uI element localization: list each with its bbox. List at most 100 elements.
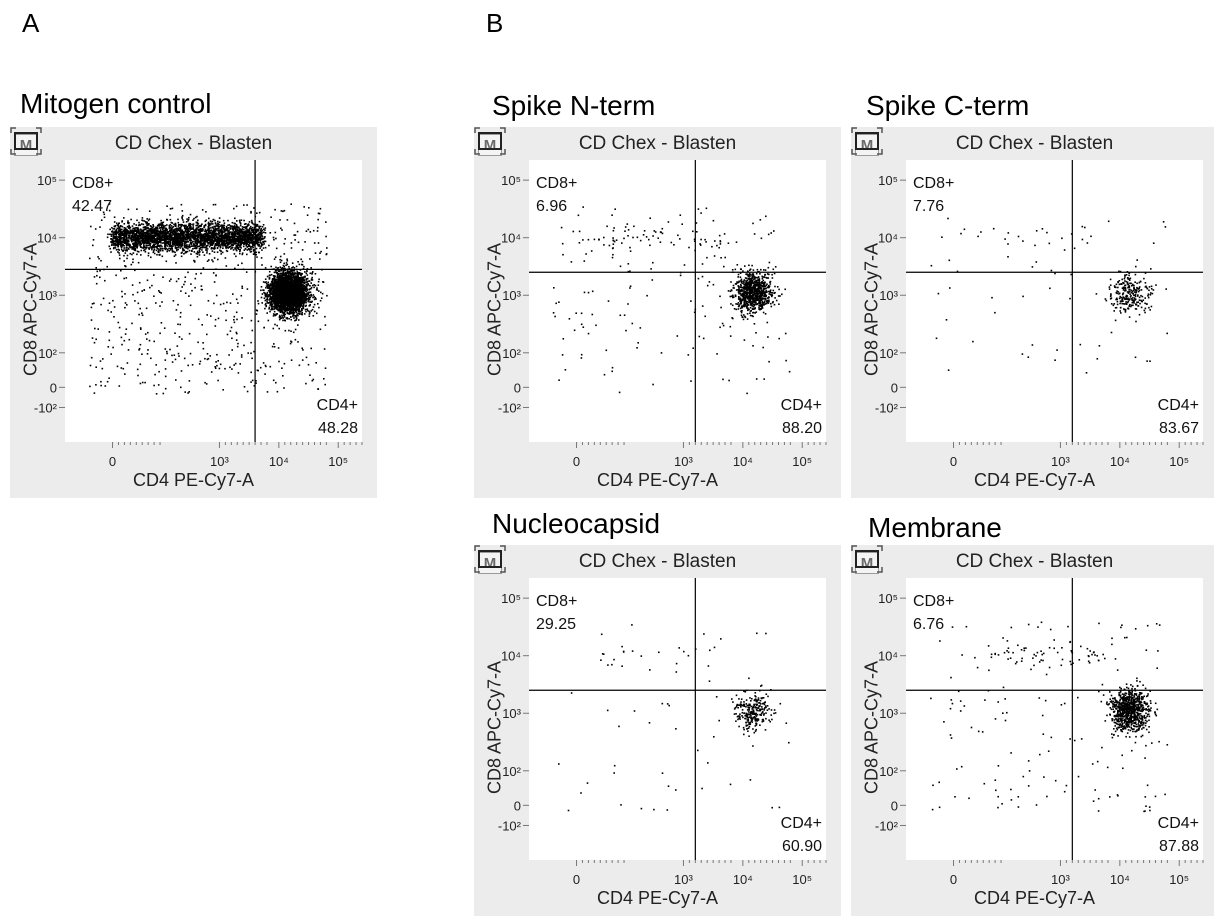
data-point — [261, 302, 263, 304]
data-point — [306, 273, 308, 275]
data-point — [138, 222, 140, 224]
data-point — [300, 298, 302, 300]
data-point — [265, 232, 267, 234]
data-point — [274, 315, 276, 317]
data-point — [146, 225, 148, 227]
data-point — [276, 313, 278, 315]
data-point — [283, 315, 285, 317]
data-point — [289, 305, 291, 307]
data-point — [277, 280, 279, 282]
data-point — [109, 248, 111, 250]
data-point — [181, 252, 183, 254]
data-point — [303, 266, 305, 268]
data-point — [269, 311, 271, 313]
data-point — [316, 287, 318, 289]
data-point — [127, 226, 129, 228]
data-point — [285, 289, 287, 291]
data-point — [298, 308, 300, 310]
data-point — [282, 306, 284, 308]
data-point — [230, 231, 232, 233]
data-point — [125, 252, 127, 254]
data-point — [191, 224, 193, 226]
data-point — [140, 246, 142, 248]
data-point — [317, 303, 319, 305]
data-point — [239, 253, 241, 255]
data-point — [310, 310, 312, 312]
data-point — [196, 253, 198, 255]
data-point — [284, 291, 286, 293]
data-point — [251, 228, 253, 230]
data-point — [295, 289, 297, 291]
data-point — [321, 297, 323, 299]
panel-label-a: A — [22, 8, 39, 39]
plot-title-spike-n-term: Spike N-term — [492, 90, 655, 122]
data-point — [275, 270, 277, 272]
data-point — [308, 280, 310, 282]
data-point — [304, 288, 306, 290]
data-point — [299, 287, 301, 289]
x-tick-label: 10³ — [210, 454, 229, 469]
data-point — [283, 272, 285, 274]
data-point — [313, 315, 315, 317]
data-point — [207, 226, 209, 228]
data-point — [271, 274, 273, 276]
data-point — [304, 313, 306, 315]
data-point — [288, 271, 290, 273]
data-point — [274, 291, 276, 293]
data-point — [295, 315, 297, 317]
data-point — [264, 293, 266, 295]
data-point — [287, 299, 289, 301]
data-point — [277, 309, 279, 311]
data-point — [272, 296, 274, 298]
data-point — [287, 291, 289, 293]
data-point — [279, 285, 281, 287]
data-point — [117, 236, 119, 238]
data-point — [287, 301, 289, 303]
data-point — [315, 273, 317, 275]
data-point — [280, 289, 282, 291]
data-point — [296, 286, 298, 288]
data-point — [257, 224, 259, 226]
data-point — [265, 296, 267, 298]
data-point — [189, 250, 191, 252]
data-point — [283, 263, 285, 265]
data-point — [283, 274, 285, 276]
data-point — [279, 294, 281, 296]
data-point — [235, 256, 237, 258]
x-tick-label: 10⁴ — [269, 454, 289, 469]
data-point — [279, 315, 281, 317]
data-point — [284, 319, 286, 321]
data-point — [214, 220, 216, 222]
data-point — [265, 287, 267, 289]
data-point — [287, 308, 289, 310]
data-point — [292, 280, 294, 282]
data-point — [161, 246, 163, 248]
data-point — [239, 220, 241, 222]
data-point — [269, 275, 271, 277]
data-point — [306, 279, 308, 281]
data-point — [305, 300, 307, 302]
data-point — [287, 312, 289, 314]
data-point — [301, 273, 303, 275]
data-point — [118, 234, 120, 236]
data-point — [314, 299, 316, 301]
data-point — [297, 292, 299, 294]
data-point — [306, 271, 308, 273]
data-point — [288, 304, 290, 306]
data-point — [267, 287, 269, 289]
data-point — [292, 275, 294, 277]
data-point — [280, 306, 282, 308]
data-point — [314, 304, 316, 306]
data-point — [293, 317, 295, 319]
data-point — [210, 227, 212, 229]
data-point — [286, 275, 288, 277]
data-point — [290, 271, 292, 273]
data-point — [297, 275, 299, 277]
data-point — [275, 294, 277, 296]
data-point — [214, 251, 216, 253]
data-point — [301, 309, 303, 311]
data-point — [286, 283, 288, 285]
data-point — [313, 294, 315, 296]
data-point — [290, 275, 292, 277]
data-point — [278, 273, 280, 275]
